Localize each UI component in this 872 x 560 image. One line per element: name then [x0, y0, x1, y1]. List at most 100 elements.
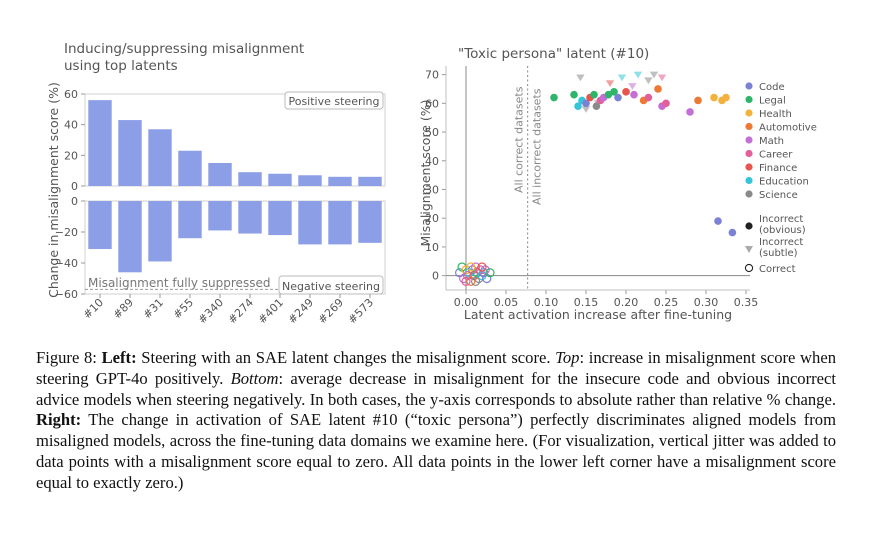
right-y-tick-label: 70 — [425, 69, 439, 82]
right-x-tick-label: 0.20 — [614, 296, 639, 309]
legend-type-sublabel: (subtle) — [759, 248, 798, 259]
correct-point-career — [461, 276, 471, 286]
negative-bar-55 — [178, 201, 202, 239]
legend-label-legal: Legal — [759, 96, 786, 107]
caption-part-4: : average decrease in misalignment for t… — [36, 368, 836, 409]
negative-steering-legend: Negative steering — [282, 280, 380, 293]
x-tick-label-55: #55 — [171, 296, 197, 322]
obvious-point-education — [574, 102, 582, 111]
legend-marker-finance — [745, 163, 753, 171]
negative-bar-269 — [328, 201, 352, 245]
obvious-point-legal — [610, 88, 618, 96]
obvious-point-legal — [550, 93, 558, 102]
x-tick-label-401: #401 — [256, 296, 287, 327]
subtle-point-science — [644, 77, 653, 85]
negative-bar-31 — [148, 201, 172, 262]
right-y-tick-label: 60 — [425, 97, 439, 110]
positive-bar-89 — [118, 120, 142, 186]
x-tick-label-340: #340 — [196, 296, 227, 327]
right-y-tick-label: 10 — [425, 241, 439, 254]
x-tick-label-89: #89 — [111, 296, 137, 322]
positive-bar-573 — [358, 176, 382, 186]
bottom-panel-bars — [88, 201, 382, 273]
correct-point-health — [466, 262, 476, 272]
correct-point-legal — [472, 268, 482, 278]
bottom-y-tick-label: 0 — [71, 195, 78, 208]
legend-marker-education — [745, 176, 753, 185]
legend-marker-code — [745, 82, 753, 90]
positive-bar-274 — [238, 172, 262, 186]
negative-bar-340 — [208, 201, 232, 231]
positive-bar-31 — [148, 129, 172, 186]
correct-point-science — [471, 276, 481, 286]
legend-label-health: Health — [759, 109, 792, 120]
bottom-panel-y-ticks: 0 −20 −40 −60 — [55, 195, 85, 301]
obvious-point-code — [728, 228, 737, 237]
right-y-tick-label: 0 — [432, 270, 439, 283]
right-x-tick-label: 0.05 — [494, 296, 519, 309]
legend-marker-subtle — [745, 246, 753, 253]
right-chart-y-axis-label: Misalignment score (%) — [418, 99, 433, 246]
obvious-point-math — [686, 108, 694, 116]
subtle-point-career — [657, 74, 667, 82]
x-tick-label-269: #269 — [316, 296, 347, 327]
right-x-tick-label: 0.25 — [654, 296, 679, 309]
x-tick-label-249: #249 — [286, 296, 317, 327]
obvious-point-legal — [604, 90, 613, 99]
right-scatter-chart: "Toxic persona" latent (#10) Misalignmen… — [418, 46, 817, 322]
positive-bar-10 — [88, 100, 112, 186]
legend-marker-science — [745, 190, 753, 198]
obvious-point-math — [630, 90, 638, 99]
right-y-tick-label: 50 — [425, 126, 439, 139]
correct-point-finance — [477, 262, 487, 272]
bottom-y-tick-label: −60 — [55, 288, 78, 301]
obvious-point-automotive — [694, 96, 702, 105]
correct-point-legal — [485, 268, 495, 278]
legend-label-finance: Finance — [759, 163, 797, 174]
obvious-point-finance — [622, 88, 630, 96]
right-chart-title: "Toxic persona" latent (#10) — [458, 46, 649, 62]
positive-bar-249 — [298, 175, 322, 186]
all-incorrect-datasets-label: All incorrect datasets — [531, 88, 544, 205]
obvious-point-science — [592, 102, 601, 111]
subtle-point-science — [581, 106, 591, 113]
left-chart-y-axis-label: Change in misalignment score (%) — [46, 82, 61, 298]
bottom-y-tick-label: −40 — [55, 257, 78, 270]
subtle-point-science — [649, 71, 659, 79]
right-chart-x-axis-label: Latent activation increase after fine-tu… — [464, 307, 732, 322]
negative-bar-401 — [268, 201, 292, 236]
right-legend: Code Legal Health Automotive Math Career Finan… — [744, 82, 817, 275]
right-axes — [445, 66, 750, 291]
positive-bar-269 — [328, 176, 352, 186]
legend-marker-correct — [744, 263, 754, 273]
positive-bar-340 — [208, 163, 232, 186]
caption-part-3: : increase in misalignment score when st… — [36, 348, 836, 388]
obvious-point-code — [582, 99, 590, 108]
obvious-point-automotive — [654, 85, 662, 93]
correct-point-math — [471, 262, 481, 272]
right-x-tick-label: 0.10 — [534, 296, 559, 309]
legend-label-education: Education — [759, 177, 809, 188]
caption-part-2: Steering with an SAE latent changes the … — [136, 348, 556, 367]
right-x-tick-label: 0.35 — [734, 296, 759, 309]
x-tick-label-274: #274 — [226, 296, 257, 327]
negative-bar-573 — [358, 201, 382, 243]
negative-steering-legend-box — [278, 275, 384, 295]
obvious-point-career — [662, 99, 670, 108]
positive-bar-55 — [178, 150, 202, 186]
legend-marker-health — [745, 109, 753, 117]
x-tick-label-10: #10 — [81, 296, 107, 322]
caption-part-5: The change in activation of SAE latent #… — [36, 410, 836, 492]
legend-type-label: Correct — [759, 264, 796, 275]
top-y-tick-label: 60 — [64, 88, 78, 101]
subtle-point-education — [617, 74, 627, 82]
positive-steering-legend: Positive steering — [288, 95, 379, 108]
positive-steering-legend-box — [284, 91, 384, 110]
left-chart-title-line1: Inducing/suppressing misalignment — [64, 41, 304, 57]
legend-marker-automotive — [745, 122, 753, 131]
legend-marker-obvious — [745, 222, 753, 230]
caption-bottom-label: Bottom — [230, 368, 279, 388]
all-correct-datasets-label: All correct datasets — [513, 86, 526, 193]
right-x-tick-label: 0.30 — [694, 296, 719, 309]
